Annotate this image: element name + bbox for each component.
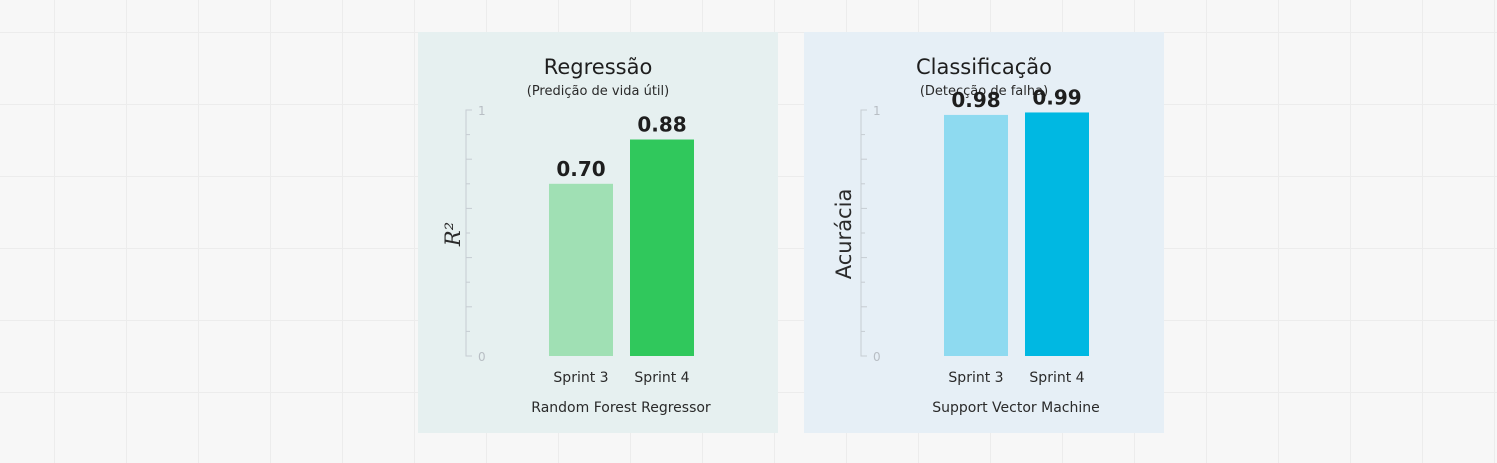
model-label: Support Vector Machine	[932, 400, 1099, 416]
value-label: 0.98	[951, 88, 1000, 112]
bars-group: 0.98 Sprint 3 0.99 Sprint 4	[860, 85, 1089, 386]
bars-group: 0.70 Sprint 3 0.88 Sprint 4	[465, 109, 694, 386]
value-label: 0.88	[637, 113, 686, 137]
value-label: 0.70	[556, 157, 605, 181]
chart-title: Classificação	[916, 55, 1052, 79]
bar-sprint-3	[944, 114, 1008, 356]
y-axis-label: Acurácia	[832, 189, 856, 280]
y-tick-min: 0	[873, 350, 881, 364]
bar-sprint-4	[630, 139, 694, 356]
bar-sprint-3	[549, 183, 613, 356]
y-tick-max: 1	[873, 104, 881, 118]
x-tick-label: Sprint 3	[553, 370, 608, 386]
classification-panel: Classificação (Detecção de falha) Acurác…	[804, 32, 1164, 433]
y-axis-label: R²	[441, 222, 465, 247]
x-tick-label: Sprint 4	[1029, 370, 1084, 386]
chart-subtitle: (Detecção de falha)	[920, 84, 1048, 99]
chart-title: Regressão	[544, 55, 653, 79]
model-label: Random Forest Regressor	[531, 400, 711, 416]
y-tick-max: 1	[478, 104, 486, 118]
y-tick-min: 0	[478, 350, 486, 364]
classification-chart: Classificação (Detecção de falha) Acurác…	[832, 55, 1100, 416]
chart-subtitle: (Predição de vida útil)	[527, 84, 669, 99]
regression-chart: Regressão (Predição de vida útil) R² Ran…	[441, 55, 711, 416]
value-label: 0.99	[1032, 85, 1081, 109]
x-tick-label: Sprint 3	[948, 370, 1003, 386]
x-tick-label: Sprint 4	[634, 370, 689, 386]
bar-sprint-4	[1025, 112, 1089, 357]
regression-panel: Regressão (Predição de vida útil) R² Ran…	[418, 32, 778, 433]
